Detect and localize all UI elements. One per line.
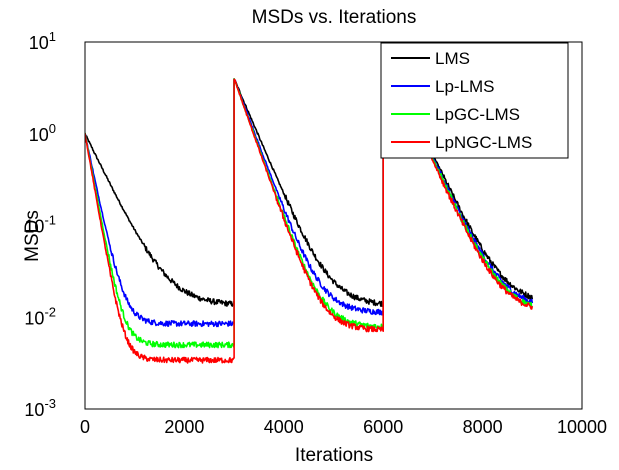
legend-box: [380, 42, 569, 159]
chart-title: MSDs vs. Iterations: [252, 7, 417, 28]
x-tick-label: 4000: [264, 417, 304, 437]
legend: LMS Lp-LMS LpGC-LMS LpNGC-LMS: [380, 42, 569, 159]
plot-frame: [84, 41, 583, 410]
legend-label-lp-lms: Lp-LMS: [435, 77, 495, 96]
legend-label-lms: LMS: [435, 49, 470, 68]
x-tick-label: 6000: [363, 417, 403, 437]
x-tick-label: 2000: [164, 417, 204, 437]
y-tick-label: 100: [29, 121, 56, 145]
x-tick-label: 0: [80, 417, 90, 437]
axis-ticks: 0 2000 4000 6000 8000 10000 10-3 10-2 10-1 100 101: [24, 29, 607, 437]
x-axis-label: Iterations: [295, 445, 373, 466]
legend-label-lpgc-lms: LpGC-LMS: [435, 105, 520, 124]
series-lines: [85, 49, 534, 364]
x-tick-label: 8000: [463, 417, 503, 437]
y-tick-label: 10-1: [24, 213, 56, 237]
x-tick-label: 10000: [557, 417, 607, 437]
y-tick-label: 10-2: [24, 304, 56, 328]
series-line-lpngc-lms: [85, 49, 534, 364]
legend-label-lpngc-lms: LpNGC-LMS: [435, 133, 532, 152]
y-tick-label: 101: [29, 29, 56, 53]
series-line-lp-lms: [85, 50, 534, 328]
series-line-lms: [85, 50, 534, 307]
y-tick-label: 10-3: [24, 396, 56, 420]
y-axis-label: MSDs: [22, 210, 43, 262]
